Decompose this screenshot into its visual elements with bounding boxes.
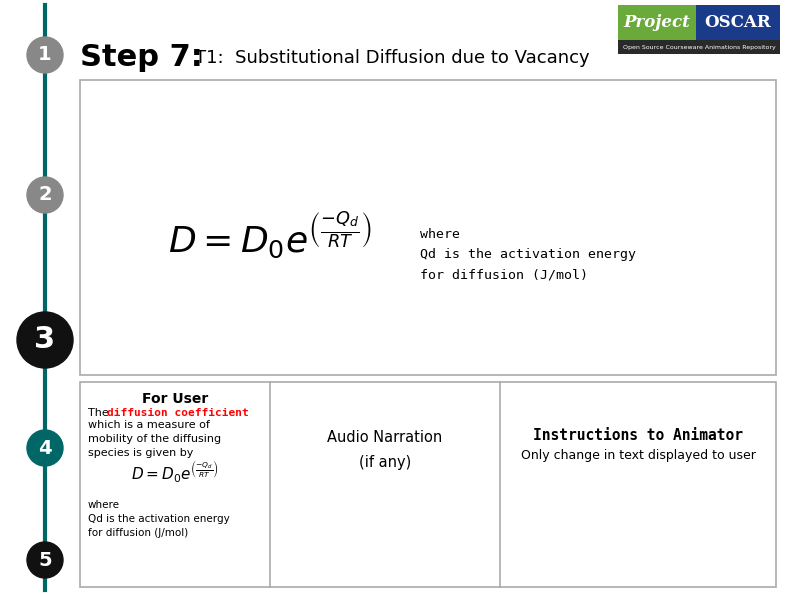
Bar: [618, 5, 696, 40]
Text: diffusion coefficient: diffusion coefficient: [107, 408, 249, 418]
Text: which is a measure of
mobility of the diffusing
species is given by: which is a measure of mobility of the di…: [88, 420, 221, 458]
Bar: [80, 382, 776, 587]
Text: T1:  Substitutional Diffusion due to Vacancy: T1: Substitutional Diffusion due to Vaca…: [195, 49, 590, 67]
Text: Project: Project: [623, 14, 690, 31]
Bar: [618, 40, 780, 54]
Text: $D = D_0 e^{\left(\frac{-Q_d}{RT}\right)}$: $D = D_0 e^{\left(\frac{-Q_d}{RT}\right)…: [131, 459, 219, 485]
Text: 2: 2: [38, 186, 52, 205]
Text: OSCAR: OSCAR: [705, 14, 771, 31]
Text: 1: 1: [38, 45, 52, 64]
Text: where
Qd is the activation energy
for diffusion (J/mol): where Qd is the activation energy for di…: [420, 228, 636, 281]
Text: Only change in text displayed to user: Only change in text displayed to user: [521, 449, 755, 462]
Text: 4: 4: [38, 439, 52, 458]
Circle shape: [27, 542, 63, 578]
Circle shape: [17, 312, 73, 368]
Bar: [80, 80, 776, 375]
Text: Instructions to Animator: Instructions to Animator: [533, 427, 743, 443]
Circle shape: [27, 37, 63, 73]
Bar: [696, 5, 780, 40]
Text: The: The: [88, 408, 112, 418]
Text: For User: For User: [142, 392, 208, 406]
Text: 3: 3: [34, 325, 56, 355]
Text: $D = D_0 e^{\left(\frac{-Q_d}{RT}\right)}$: $D = D_0 e^{\left(\frac{-Q_d}{RT}\right)…: [168, 209, 372, 261]
Circle shape: [27, 177, 63, 213]
Text: where
Qd is the activation energy
for diffusion (J/mol): where Qd is the activation energy for di…: [88, 500, 229, 538]
Text: Audio Narration
(if any): Audio Narration (if any): [327, 430, 442, 470]
Circle shape: [27, 430, 63, 466]
Text: Step 7:: Step 7:: [80, 43, 203, 73]
Text: 5: 5: [38, 550, 52, 569]
Text: Open Source Courseware Animations Repository: Open Source Courseware Animations Reposi…: [622, 45, 776, 49]
